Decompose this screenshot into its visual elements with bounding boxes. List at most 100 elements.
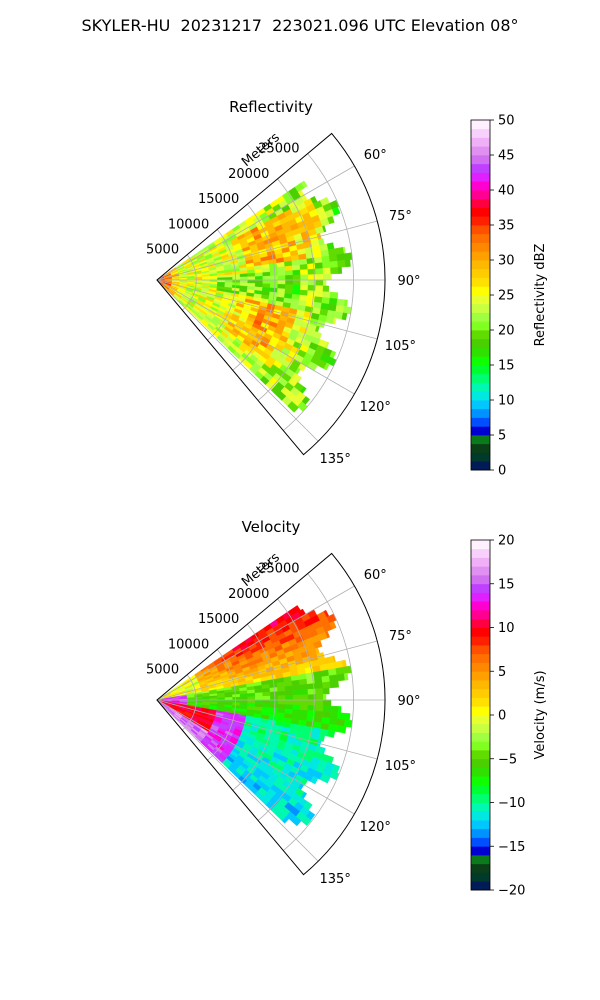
colorbar-swatch	[471, 190, 490, 200]
range-tick-label: 10000	[168, 637, 209, 652]
range-ring	[257, 598, 315, 821]
azimuth-tick-label: 75°	[389, 209, 412, 224]
azimuth-tick-label: 120°	[360, 400, 391, 415]
radar-cell	[331, 206, 341, 216]
radar-cell	[300, 269, 309, 276]
radar-cell	[284, 265, 293, 272]
colorbar-swatch	[471, 706, 490, 716]
colorbar-tick-label: −15	[498, 840, 525, 855]
colorbar-tick-label: 10	[498, 394, 515, 409]
colorbar-swatch	[471, 137, 490, 147]
radar-cell	[270, 699, 279, 705]
radar-cell	[239, 276, 248, 281]
colorbar-swatch	[471, 785, 490, 795]
radar-cell	[232, 693, 241, 698]
azimuth-gridline	[156, 279, 319, 442]
radar-cell	[269, 703, 279, 709]
radar-cell	[313, 676, 323, 684]
range-tick-label: 5000	[146, 243, 179, 258]
radar-cell	[232, 696, 241, 701]
radar-cell	[300, 279, 309, 286]
colorbar-swatch	[471, 330, 490, 340]
radar-cell	[313, 640, 323, 649]
radar-cell	[337, 260, 346, 268]
colorbar-swatch	[471, 242, 490, 252]
radar-cell	[315, 705, 324, 712]
colorbar-swatch	[471, 662, 490, 672]
colorbar-swatch	[471, 347, 490, 357]
colorbar-swatch	[471, 627, 490, 637]
colorbar-swatch	[471, 216, 490, 226]
colorbar-swatch	[471, 636, 490, 646]
radar-cell	[337, 266, 343, 274]
radar-cell	[270, 275, 279, 281]
radar-cell	[328, 254, 338, 263]
radar-cell	[329, 680, 339, 689]
colorbar-swatch	[471, 610, 490, 620]
radar-cell	[343, 252, 353, 261]
colorbar-swatch	[471, 365, 490, 375]
colorbar-swatch	[471, 408, 490, 418]
sector-frame	[156, 132, 386, 456]
radar-cell	[318, 734, 326, 742]
radar-cell	[262, 279, 271, 285]
radar-cell	[292, 284, 301, 291]
radar-cell	[232, 276, 241, 281]
range-ring	[283, 573, 354, 851]
colorbar-swatch	[471, 837, 490, 847]
radar-cell	[315, 279, 324, 287]
range-tick-label: 20000	[228, 587, 269, 602]
colorbar-swatch	[471, 233, 490, 243]
radar-cell	[292, 684, 301, 691]
colorbar-tick-label: 35	[498, 219, 515, 234]
colorbar-swatch	[471, 303, 490, 313]
colorbar-swatch	[471, 802, 490, 812]
radar-cell	[292, 704, 301, 711]
radar-cell	[262, 687, 271, 693]
radar-cell	[292, 406, 299, 413]
colorbar-swatch	[471, 697, 490, 707]
radar-cell	[262, 699, 271, 705]
radar-cell	[224, 274, 233, 278]
range-ring	[232, 203, 276, 371]
colorbar-swatch	[471, 688, 490, 698]
colorbar-swatch	[471, 548, 490, 558]
colorbar-swatch	[471, 855, 490, 865]
radar-cell	[337, 712, 346, 720]
colorbar-swatch	[471, 225, 490, 235]
radar-field	[156, 605, 353, 827]
radar-cell	[314, 682, 324, 690]
colorbar-tick-label: 15	[498, 359, 515, 374]
colorbar-tick-label: 45	[498, 149, 515, 164]
radar-cell	[285, 695, 294, 701]
azimuth-gridline	[156, 699, 378, 760]
range-tick-label: 25000	[258, 142, 299, 157]
panel-title: Velocity	[242, 518, 301, 536]
colorbar-tick-label: 30	[498, 254, 515, 269]
radar-cell	[277, 279, 286, 285]
radar-cell	[300, 704, 309, 711]
radar-cell	[277, 690, 286, 696]
radar-cell	[314, 262, 324, 270]
radar-cell	[322, 687, 330, 695]
radar-cell	[315, 693, 324, 701]
colorbar-swatch	[471, 312, 490, 322]
colorbar-swatch	[471, 741, 490, 751]
radar-cell	[292, 279, 301, 286]
radar-cell	[255, 279, 264, 284]
radar-cell	[330, 705, 339, 713]
radar-cell	[322, 261, 331, 269]
radar-cell	[322, 711, 331, 719]
radar-cell	[255, 276, 264, 281]
radar-cell	[255, 696, 264, 701]
colorbar-swatch	[471, 776, 490, 786]
radar-cell	[292, 694, 301, 701]
colorbar-tick-label: 40	[498, 184, 515, 199]
colorbar-tick-label: 5	[498, 429, 506, 444]
radar-cell	[299, 263, 309, 271]
radar-cell	[342, 665, 352, 674]
radar-cell	[277, 699, 286, 705]
radar-cell	[269, 691, 279, 697]
radar-cell	[315, 273, 324, 281]
radar-cell	[247, 699, 256, 704]
